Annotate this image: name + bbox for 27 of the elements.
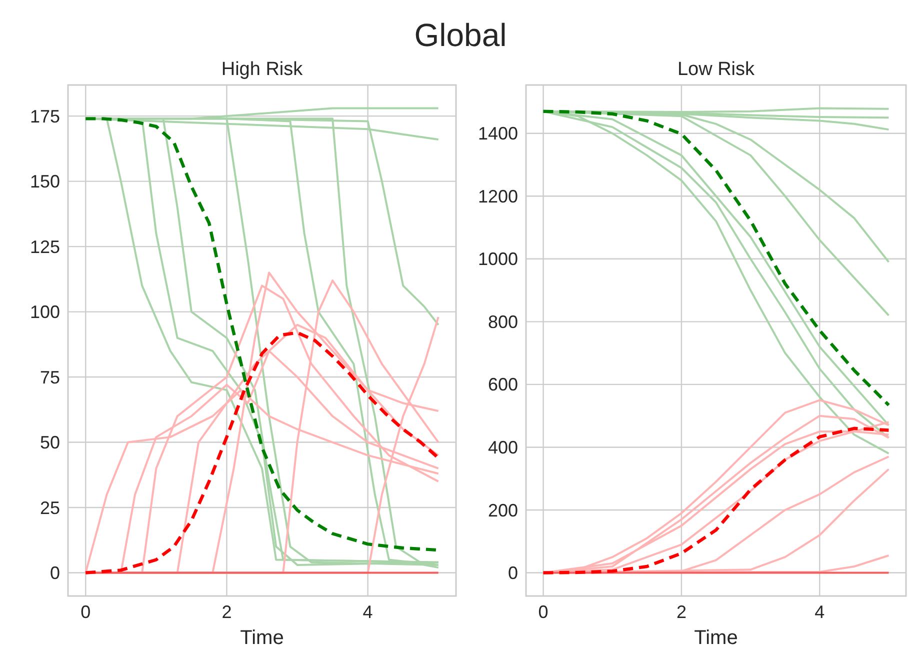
x-axis-title: Time	[694, 627, 738, 649]
y-tick-label: 75	[40, 367, 60, 388]
y-tick-label: 400	[488, 438, 518, 458]
y-tick-label: 1400	[478, 124, 518, 144]
y-tick-label: 1200	[478, 186, 518, 206]
x-tick-label: 2	[222, 602, 232, 622]
x-tick-label: 4	[362, 602, 373, 622]
x-tick-label: 0	[538, 602, 548, 622]
chart-title: Low Risk	[677, 59, 756, 80]
y-tick-label: 150	[30, 172, 60, 192]
y-tick-label: 200	[488, 500, 518, 520]
x-tick-label: 4	[814, 602, 825, 622]
y-tick-label: 125	[30, 236, 60, 257]
y-tick-label: 800	[488, 312, 518, 332]
y-tick-label: 25	[40, 498, 60, 518]
y-tick-label: 50	[40, 432, 60, 453]
y-tick-label: 1000	[478, 249, 518, 270]
x-axis-title: Time	[240, 627, 284, 649]
x-tick-label: 0	[80, 602, 91, 622]
text: Global	[414, 17, 507, 53]
y-tick-label: 600	[488, 374, 518, 395]
y-tick-label: 100	[30, 302, 60, 322]
y-tick-label: 175	[30, 106, 60, 126]
y-tick-label: 0	[50, 563, 60, 584]
y-tick-label: 0	[508, 563, 518, 584]
x-tick-label: 2	[676, 602, 686, 622]
chart-title: High Risk	[221, 59, 304, 80]
